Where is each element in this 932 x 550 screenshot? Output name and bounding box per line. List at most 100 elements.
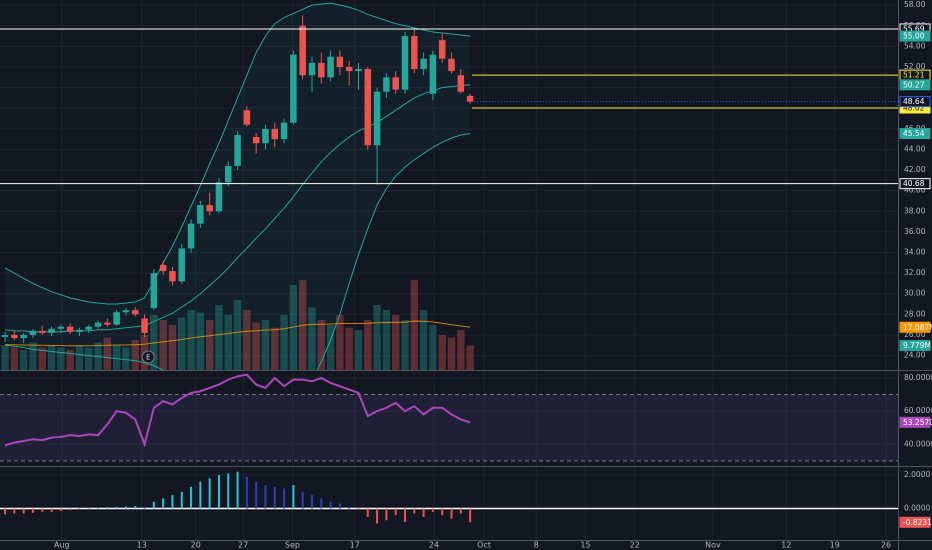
volume-bar xyxy=(233,300,242,370)
candle-body xyxy=(29,330,37,335)
volume-bar xyxy=(447,337,456,370)
volume-bar xyxy=(336,315,344,370)
y-tick-label: 42.00 xyxy=(904,165,926,174)
candle-body xyxy=(299,25,306,76)
macd-bar xyxy=(422,508,425,517)
x-tick-label: 22 xyxy=(630,541,640,550)
y-tick-label: 58.00 xyxy=(904,0,926,9)
macd-bar xyxy=(320,498,323,509)
macd-bar xyxy=(97,507,100,509)
candle-body xyxy=(448,58,455,72)
macd-bar xyxy=(4,508,7,515)
price-label: -0.8231 xyxy=(903,518,932,527)
volume-bar xyxy=(466,345,474,370)
volume-bar xyxy=(19,350,28,370)
candle-body xyxy=(392,77,399,90)
macd-bar xyxy=(441,508,444,516)
rsi-tick-label: 80.0000 xyxy=(904,373,932,382)
price-axis[interactable]: 58.0056.0054.0052.0050.0048.0046.0044.00… xyxy=(899,0,932,528)
candle-body xyxy=(113,312,120,325)
candle-body xyxy=(345,66,353,72)
candle-body xyxy=(57,326,65,329)
x-tick-label: Nov xyxy=(705,541,721,550)
volume-bar xyxy=(345,327,353,370)
x-tick-label: 24 xyxy=(429,541,439,550)
volume-bar xyxy=(103,337,112,370)
price-label: 45.54 xyxy=(903,129,925,138)
x-tick-label: 19 xyxy=(830,541,840,550)
price-label-box xyxy=(899,178,931,190)
volume-bar xyxy=(457,330,465,370)
volume-bar xyxy=(1,345,9,370)
candle-body xyxy=(141,318,148,333)
macd-bar xyxy=(180,491,183,509)
candle-body xyxy=(364,69,372,146)
volume-bar xyxy=(391,315,400,370)
y-tick-label: 52.00 xyxy=(904,62,926,71)
candle-body xyxy=(252,137,260,144)
macd-bar xyxy=(199,481,202,509)
volume-bar xyxy=(131,340,139,370)
price-label: 55.69 xyxy=(903,24,925,33)
candle-body xyxy=(131,310,139,315)
volume-bar xyxy=(373,305,381,370)
volume-bar xyxy=(308,307,316,370)
macd-bar xyxy=(385,508,388,521)
candle-body xyxy=(234,135,241,166)
y-tick-label: 26.00 xyxy=(904,330,926,339)
macd-bar xyxy=(31,508,34,513)
price-label: 50.27 xyxy=(903,80,925,89)
macd-bar xyxy=(283,488,286,509)
band-fill xyxy=(5,3,471,370)
volume-bar xyxy=(159,320,167,370)
volume-bar xyxy=(354,330,363,370)
volume-bar xyxy=(85,347,93,370)
x-tick-label: 12 xyxy=(781,541,791,550)
candle-body xyxy=(76,329,83,332)
macd-bar xyxy=(459,508,462,514)
overlay-line xyxy=(4,2,471,305)
volume-ma-line xyxy=(5,320,471,347)
candle-body xyxy=(243,110,251,125)
price-label: 9.779M xyxy=(903,341,931,350)
macd-bar xyxy=(87,508,90,509)
volume-bar xyxy=(261,320,270,370)
price-label: 51.21 xyxy=(903,71,925,80)
x-tick-label: 20 xyxy=(191,541,201,550)
macd-bar xyxy=(329,501,332,509)
x-tick-label: Sep xyxy=(285,541,300,550)
event-label: E xyxy=(146,354,150,362)
volume-bar xyxy=(57,347,65,370)
x-tick-label: Oct xyxy=(477,541,491,550)
volume-bar xyxy=(187,310,195,370)
volume-bar xyxy=(112,345,121,370)
candle-body xyxy=(373,91,381,146)
price-label-box xyxy=(899,30,931,42)
volume-bar xyxy=(47,345,56,370)
macd-bar xyxy=(78,508,81,510)
candle-body xyxy=(206,205,213,212)
candle-body xyxy=(271,128,279,140)
candle-body xyxy=(318,62,325,78)
candle-body xyxy=(383,77,390,92)
macd-bar xyxy=(310,495,313,509)
volume-bar xyxy=(66,350,74,370)
macd-bar xyxy=(245,476,248,509)
macd-pane[interactable] xyxy=(0,471,898,524)
x-tick-label: 13 xyxy=(137,541,147,550)
macd-bar xyxy=(366,508,369,517)
volume-bar xyxy=(401,320,409,370)
macd-bar xyxy=(357,508,360,510)
candle-body xyxy=(150,273,158,309)
macd-tick-label: 0.0000 xyxy=(904,504,930,513)
price-pane[interactable] xyxy=(1,2,474,411)
macd-bar xyxy=(152,501,155,509)
y-tick-label: 32.00 xyxy=(904,268,926,277)
macd-bar xyxy=(431,508,434,512)
candle-body xyxy=(225,165,232,183)
macd-bar xyxy=(22,508,25,514)
rsi-pane[interactable] xyxy=(0,373,898,462)
y-tick-label: 30.00 xyxy=(904,289,926,298)
macd-bar xyxy=(69,508,72,511)
macd-bar xyxy=(124,506,127,509)
